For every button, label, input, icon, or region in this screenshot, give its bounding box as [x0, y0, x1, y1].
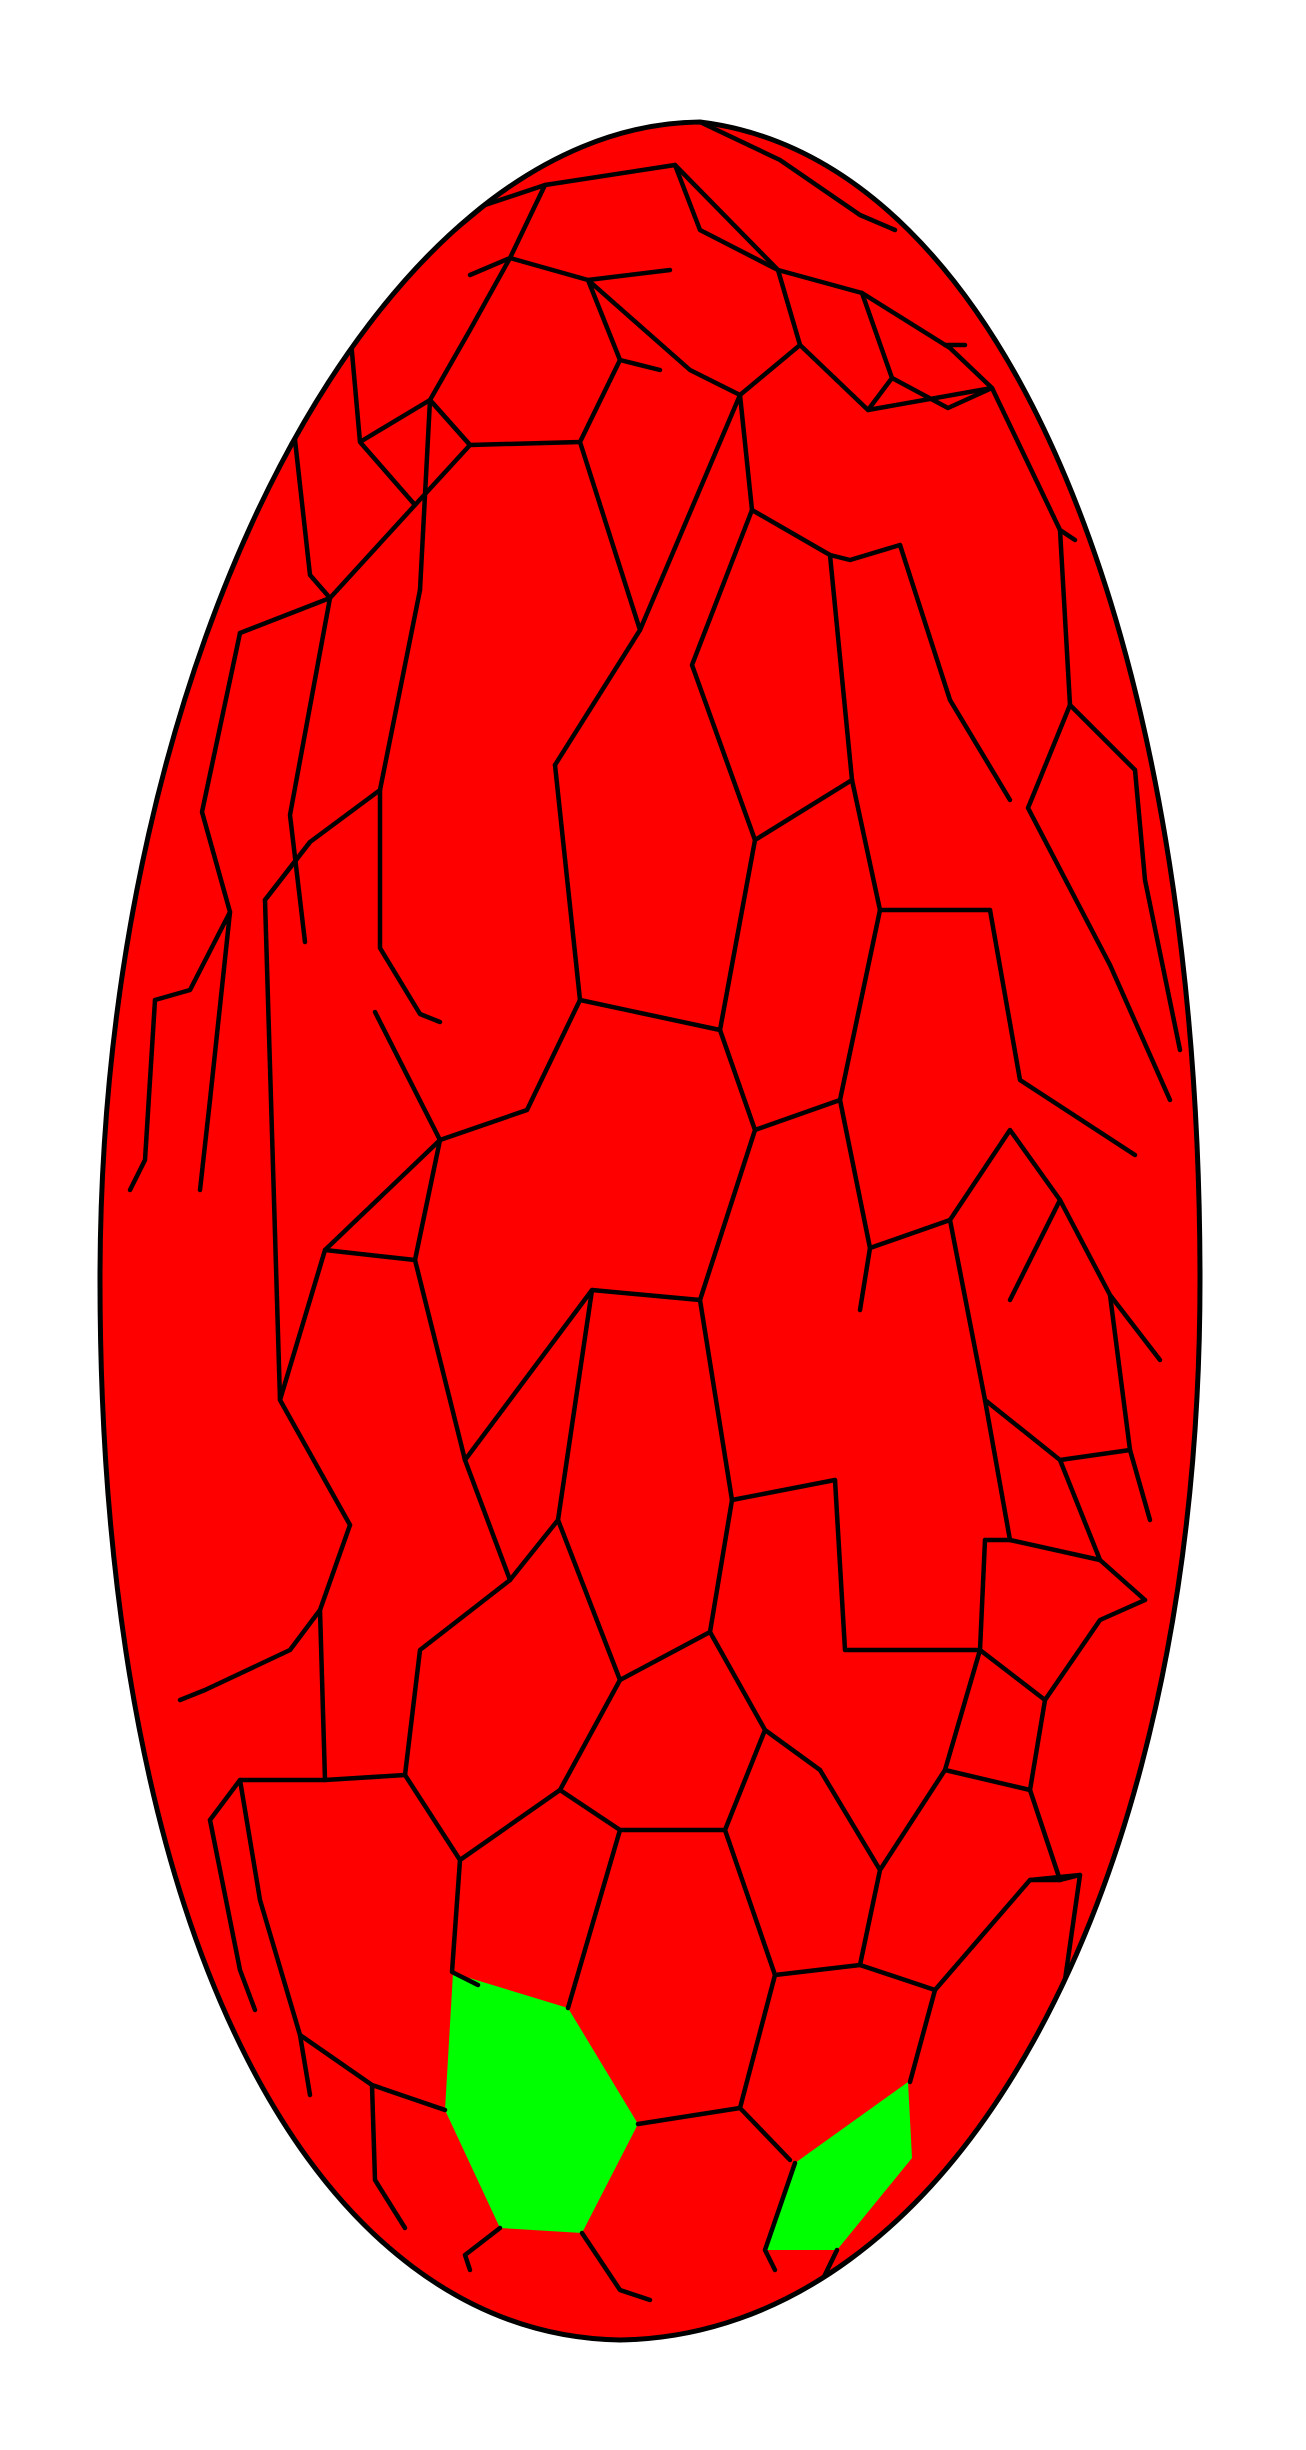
highlighted-cell	[445, 1973, 638, 2233]
highlighted-cells	[445, 1973, 912, 2250]
highlighted-cell	[765, 2082, 912, 2250]
ellipsoid-body	[100, 122, 1200, 2340]
cell-boundaries	[127, 122, 1183, 2303]
ellipsoid-outline	[97, 119, 1203, 2343]
